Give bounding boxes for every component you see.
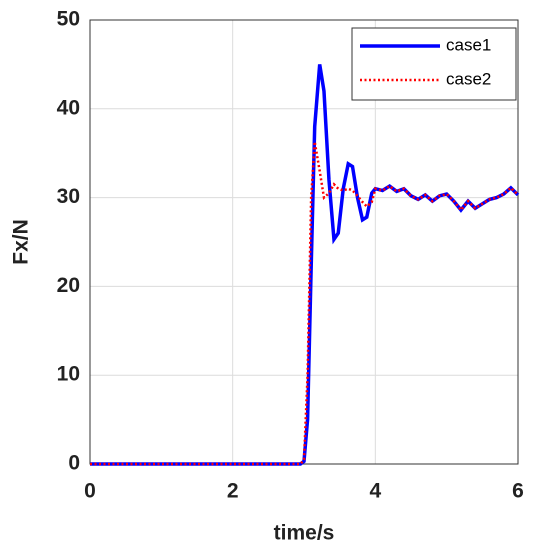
- y-tick-label: 10: [57, 363, 80, 386]
- y-tick-label: 50: [57, 8, 80, 31]
- y-axis-label: Fx/N: [10, 219, 33, 265]
- data-line: [90, 64, 520, 466]
- y-tick-label: 30: [57, 185, 80, 208]
- legend-label: case2: [446, 69, 491, 88]
- x-tick-label: 6: [512, 480, 524, 503]
- legend: case1 case2: [351, 27, 517, 101]
- x-axis-label: time/s: [274, 522, 335, 545]
- x-tick-label: 0: [84, 480, 96, 503]
- x-tick-label: 4: [369, 480, 381, 503]
- y-tick-label: 0: [68, 452, 80, 475]
- y-tick-label: 20: [57, 274, 80, 297]
- plot-frame: [89, 19, 519, 465]
- data-line: [90, 141, 519, 466]
- legend-box: [351, 27, 517, 101]
- y-tick-label: 40: [57, 96, 80, 119]
- x-tick-label: 2: [227, 480, 239, 503]
- legend-label: case1: [446, 35, 491, 54]
